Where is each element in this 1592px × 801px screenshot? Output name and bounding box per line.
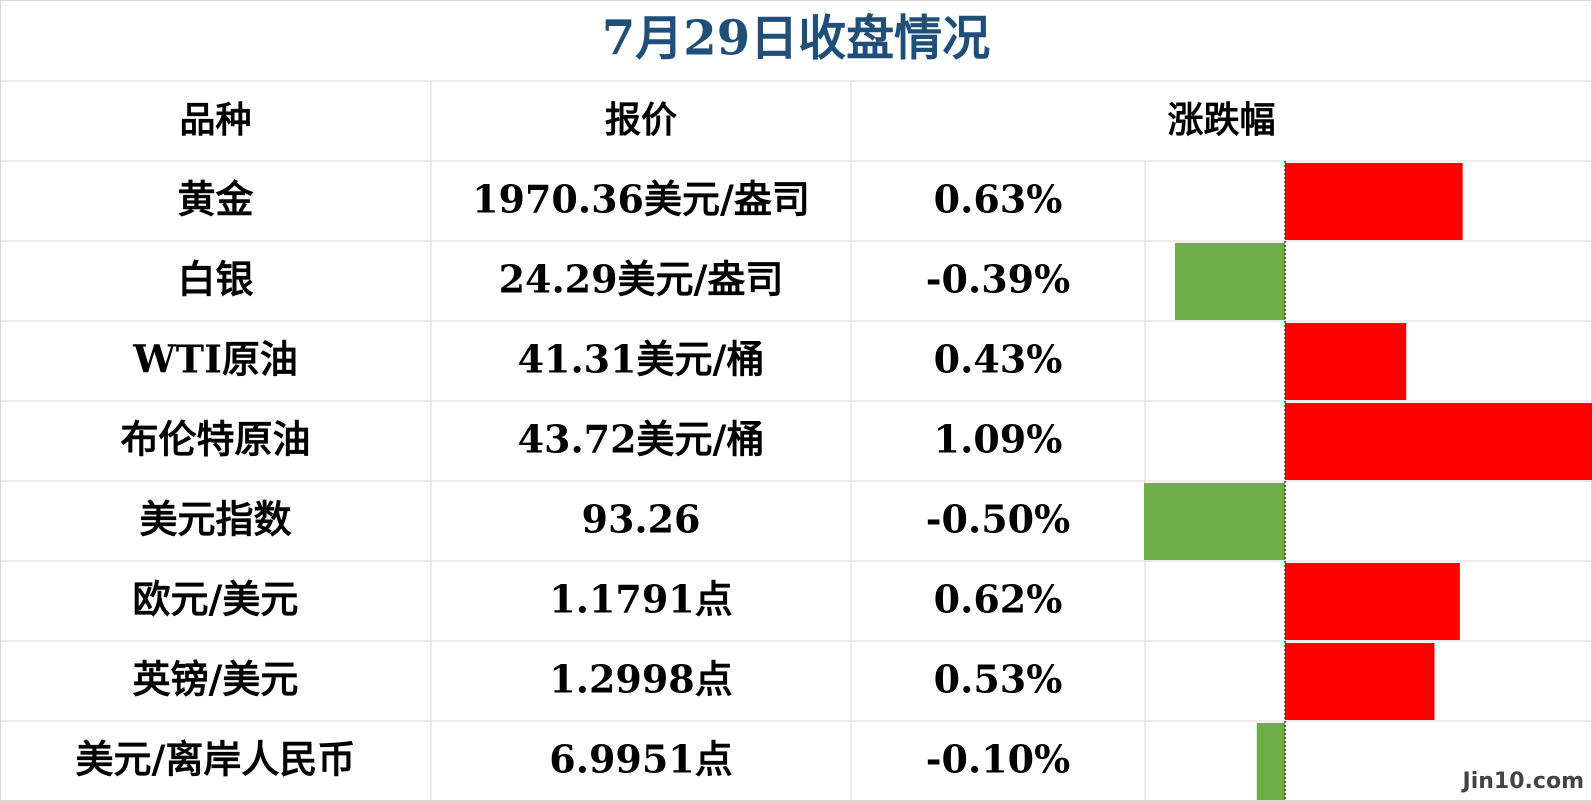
item-name: 欧元/美元 [133, 577, 299, 622]
item-name: 布伦特原油 [120, 417, 310, 462]
change-bar [1285, 643, 1435, 720]
item-name: 白银 [177, 257, 253, 302]
item-change: 0.43% [934, 337, 1063, 382]
change-bar [1285, 163, 1463, 240]
header-cell: 品种 [179, 99, 251, 141]
item-price: 24.29美元/盎司 [499, 257, 784, 302]
change-bar [1256, 723, 1285, 800]
item-name: 黄金 [177, 177, 254, 222]
change-bar [1285, 403, 1592, 480]
item-price: 1970.36美元/盎司 [472, 177, 810, 222]
item-price: 93.26 [582, 497, 701, 542]
change-bar [1285, 563, 1460, 640]
item-change: 0.53% [934, 657, 1063, 702]
item-change: 0.63% [934, 177, 1063, 222]
item-name: 美元/离岸人民币 [76, 737, 356, 782]
item-change: 1.09% [934, 417, 1063, 462]
item-price: 6.9951点 [549, 737, 732, 782]
item-change: -0.39% [926, 257, 1070, 302]
item-change: 0.62% [934, 577, 1063, 622]
item-name: 美元指数 [139, 497, 291, 542]
header-cell: 报价 [605, 99, 677, 141]
item-name: WTI原油 [132, 337, 298, 382]
item-change: -0.10% [926, 737, 1070, 782]
item-price: 41.31美元/桶 [518, 337, 765, 382]
item-price: 1.1791点 [549, 577, 732, 622]
change-bar [1285, 323, 1407, 400]
watermark: Jin10.com [1461, 769, 1584, 794]
title: 7月29日收盘情况 [602, 11, 990, 67]
item-price: 1.2998点 [549, 657, 732, 702]
change-bar [1144, 483, 1285, 560]
header-cell: 涨跌幅 [1167, 99, 1275, 141]
item-change: -0.50% [926, 497, 1070, 542]
change-bar [1175, 243, 1285, 320]
item-price: 43.72美元/桶 [518, 417, 765, 462]
item-name: 英镑/美元 [133, 657, 299, 702]
